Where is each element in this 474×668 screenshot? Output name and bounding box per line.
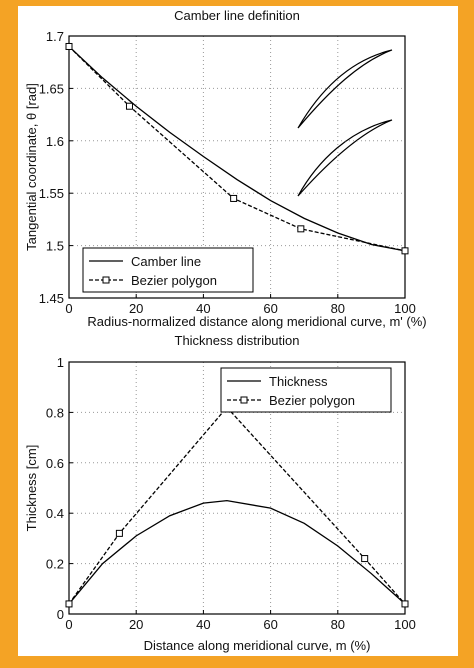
y-tick-label: 1.65 xyxy=(39,81,64,96)
axes-frame xyxy=(68,35,406,299)
y-tick-label: 1.55 xyxy=(39,186,64,201)
x-tick-label: 0 xyxy=(65,617,72,632)
x-tick-label: 80 xyxy=(331,301,345,316)
legend-label: Bezier polygon xyxy=(131,273,217,288)
x-tick-label: 20 xyxy=(129,617,143,632)
y-tick-label: 1 xyxy=(57,355,64,370)
axes-frame xyxy=(68,361,406,615)
marker xyxy=(401,600,409,608)
x-tick-label: 40 xyxy=(196,301,210,316)
y-tick-label: 0.6 xyxy=(46,456,64,471)
series-line xyxy=(68,46,406,252)
x-tick-label: 60 xyxy=(263,617,277,632)
x-tick-label: 100 xyxy=(394,301,416,316)
marker xyxy=(65,42,73,50)
marker xyxy=(401,247,409,255)
marker xyxy=(125,102,133,110)
series-line xyxy=(68,499,406,605)
chart-title: Camber line definition xyxy=(174,8,300,23)
legend-marker xyxy=(240,396,248,404)
y-tick-label: 0.4 xyxy=(46,506,64,521)
x-tick-label: 100 xyxy=(394,617,416,632)
legend-label: Camber line xyxy=(131,254,201,269)
marker xyxy=(297,225,305,233)
legend-marker xyxy=(102,276,110,284)
marker xyxy=(115,529,123,537)
y-tick-label: 1.5 xyxy=(46,239,64,254)
blade-sketch xyxy=(297,49,393,197)
y-axis-label: Thickness [cm] xyxy=(24,445,39,532)
x-tick-label: 60 xyxy=(263,301,277,316)
y-tick-label: 1.7 xyxy=(46,29,64,44)
x-axis-label: Radius-normalized distance along meridio… xyxy=(87,314,426,329)
legend-box xyxy=(220,367,392,413)
legend-label: Bezier polygon xyxy=(269,393,355,408)
panel xyxy=(18,6,458,656)
marker xyxy=(361,555,369,563)
marker xyxy=(65,600,73,608)
y-tick-label: 0.8 xyxy=(46,405,64,420)
x-axis-label: Distance along meridional curve, m (%) xyxy=(144,638,371,653)
x-tick-label: 20 xyxy=(129,301,143,316)
y-tick-label: 0 xyxy=(57,607,64,622)
x-tick-label: 80 xyxy=(331,617,345,632)
marker xyxy=(230,194,238,202)
y-tick-label: 1.6 xyxy=(46,134,64,149)
x-tick-label: 0 xyxy=(65,301,72,316)
y-tick-label: 0.2 xyxy=(46,557,64,572)
legend-label: Thickness xyxy=(269,374,328,389)
y-tick-label: 1.45 xyxy=(39,291,64,306)
y-axis-label: Tangential coordinate, θ [rad] xyxy=(24,83,39,251)
x-tick-label: 40 xyxy=(196,617,210,632)
chart-title: Thickness distribution xyxy=(175,333,300,348)
legend-box xyxy=(82,247,254,293)
